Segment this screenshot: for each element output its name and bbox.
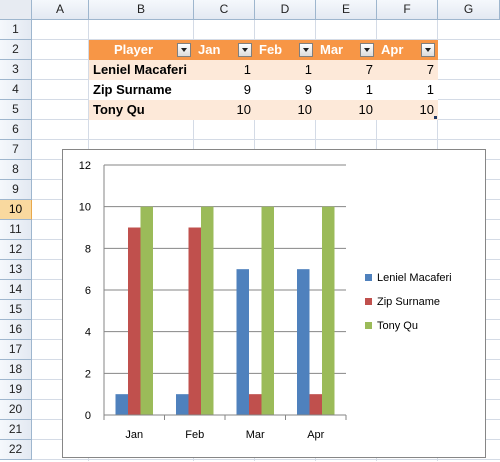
x-tick-label: Apr xyxy=(307,429,324,441)
chart-area[interactable]: 0 2 4 6 8 10 12 Jan Feb Mar Apr Leniel Macaferi Zip … xyxy=(62,149,486,458)
row-header-5[interactable]: 5 xyxy=(0,100,32,120)
row-header-22[interactable]: 22 xyxy=(0,440,32,460)
filter-dropdown-button[interactable] xyxy=(238,43,252,57)
row-header-4[interactable]: 4 xyxy=(0,80,32,100)
y-tick-label: 2 xyxy=(85,368,91,380)
row-header-17[interactable]: 17 xyxy=(0,340,32,360)
value-cell[interactable]: 9 xyxy=(194,80,255,100)
row-header-9[interactable]: 9 xyxy=(0,180,32,200)
bar-zip-surname-apr xyxy=(310,394,323,415)
legend-swatch xyxy=(365,322,372,329)
filter-dropdown-button[interactable] xyxy=(360,43,374,57)
column-header-b[interactable]: B xyxy=(89,0,194,20)
bar-tony-qu-jan xyxy=(141,207,154,415)
bar-tony-qu-mar xyxy=(262,207,275,415)
row-header-12[interactable]: 12 xyxy=(0,240,32,260)
y-tick-label: 10 xyxy=(79,202,91,214)
bar-zip-surname-mar xyxy=(249,394,262,415)
row-header-18[interactable]: 18 xyxy=(0,360,32,380)
y-tick-label: 8 xyxy=(85,243,91,255)
player-name-cell[interactable]: Zip Surname xyxy=(89,80,194,100)
y-tick-label: 4 xyxy=(85,327,91,339)
clustered-column-chart: 0 2 4 6 8 10 12 Jan Feb Mar Apr Leniel Macaferi Zip … xyxy=(63,150,485,457)
value-cell[interactable]: 10 xyxy=(377,100,438,120)
row-header-21[interactable]: 21 xyxy=(0,420,32,440)
value-cell[interactable]: 10 xyxy=(194,100,255,120)
grid-line-horizontal xyxy=(32,459,500,460)
legend-swatch xyxy=(365,298,372,305)
row-header-7[interactable]: 7 xyxy=(0,140,32,160)
filter-dropdown-button[interactable] xyxy=(299,43,313,57)
player-name-cell[interactable]: Tony Qu xyxy=(89,100,194,120)
value-cell[interactable]: 7 xyxy=(316,60,377,80)
row-header-10[interactable]: 10 xyxy=(0,200,32,220)
bar-leniel-macaferi-mar xyxy=(237,269,250,415)
value-cell[interactable]: 7 xyxy=(377,60,438,80)
filter-dropdown-button[interactable] xyxy=(177,43,191,57)
table-header-jan[interactable]: Jan xyxy=(194,40,255,60)
y-tick-label: 6 xyxy=(85,285,91,297)
value-cell[interactable]: 10 xyxy=(316,100,377,120)
value-cell[interactable]: 1 xyxy=(316,80,377,100)
row-header-1[interactable]: 1 xyxy=(0,20,32,40)
table-header-player[interactable]: Player xyxy=(89,40,194,60)
column-header-a[interactable]: A xyxy=(32,0,89,20)
legend-label: Tony Qu xyxy=(377,320,418,332)
column-header-e[interactable]: E xyxy=(316,0,377,20)
legend-label: Zip Surname xyxy=(377,296,440,308)
bar-leniel-macaferi-apr xyxy=(297,269,310,415)
column-header-g[interactable]: G xyxy=(438,0,500,20)
row-header-19[interactable]: 19 xyxy=(0,380,32,400)
row-header-16[interactable]: 16 xyxy=(0,320,32,340)
bar-tony-qu-feb xyxy=(201,207,214,415)
row-header-6[interactable]: 6 xyxy=(0,120,32,140)
value-cell[interactable]: 1 xyxy=(377,80,438,100)
row-header-13[interactable]: 13 xyxy=(0,260,32,280)
x-tick-label: Mar xyxy=(246,429,265,441)
row-header-11[interactable]: 11 xyxy=(0,220,32,240)
column-header-c[interactable]: C xyxy=(194,0,255,20)
row-header-14[interactable]: 14 xyxy=(0,280,32,300)
row-header-8[interactable]: 8 xyxy=(0,160,32,180)
legend-label: Leniel Macaferi xyxy=(377,272,452,284)
bar-leniel-macaferi-jan xyxy=(116,394,129,415)
bar-zip-surname-feb xyxy=(189,228,202,416)
table-header-apr[interactable]: Apr xyxy=(377,40,438,60)
bar-leniel-macaferi-feb xyxy=(176,394,189,415)
grid-line-horizontal xyxy=(32,139,500,140)
value-cell[interactable]: 1 xyxy=(255,60,316,80)
player-name-cell[interactable]: Leniel Macaferi xyxy=(89,60,194,80)
value-cell[interactable]: 9 xyxy=(255,80,316,100)
row-header-3[interactable]: 3 xyxy=(0,60,32,80)
legend-swatch xyxy=(365,274,372,281)
y-tick-label: 12 xyxy=(79,160,91,172)
select-all-corner[interactable] xyxy=(0,0,32,20)
bar-zip-surname-jan xyxy=(128,228,141,416)
value-cell[interactable]: 10 xyxy=(255,100,316,120)
row-header-20[interactable]: 20 xyxy=(0,400,32,420)
x-tick-label: Feb xyxy=(185,429,204,441)
filter-dropdown-button[interactable] xyxy=(421,43,435,57)
table-header-feb[interactable]: Feb xyxy=(255,40,316,60)
bar-tony-qu-apr xyxy=(322,207,335,415)
x-tick-label: Jan xyxy=(125,429,143,441)
table-header-mar[interactable]: Mar xyxy=(316,40,377,60)
table-resize-handle[interactable] xyxy=(434,116,437,119)
column-header-f[interactable]: F xyxy=(377,0,438,20)
value-cell[interactable]: 1 xyxy=(194,60,255,80)
row-header-15[interactable]: 15 xyxy=(0,300,32,320)
row-header-2[interactable]: 2 xyxy=(0,40,32,60)
y-tick-label: 0 xyxy=(85,410,91,422)
column-header-d[interactable]: D xyxy=(255,0,316,20)
